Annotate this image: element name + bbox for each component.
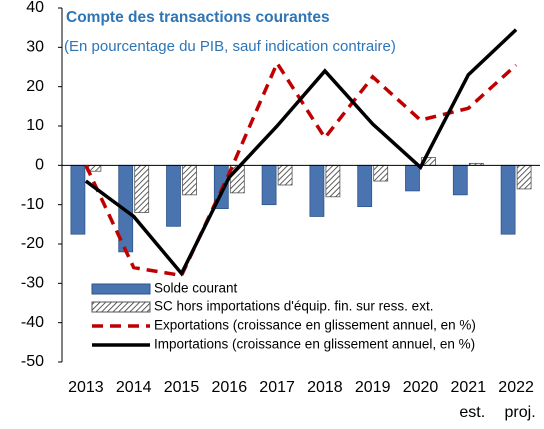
legend-swatch — [91, 301, 151, 313]
bar — [452, 164, 468, 196]
legend-label: Importations (croissance en glissement a… — [154, 337, 475, 352]
dashed-line — [84, 59, 518, 278]
bar — [166, 164, 181, 227]
y-tick-label: -30 — [21, 275, 44, 292]
hatched-bar — [373, 164, 389, 182]
hatched-bar — [134, 164, 150, 213]
y-tick-label: -50 — [21, 353, 44, 370]
bar — [500, 164, 516, 235]
y-tick-label: 10 — [26, 117, 44, 134]
y-tick-label: -10 — [21, 196, 44, 213]
x-tick-label: 2021 — [451, 379, 487, 396]
legend-label: Exportations (croissance en glissement a… — [154, 318, 476, 333]
x-tick-label: 2018 — [307, 379, 343, 396]
bar — [405, 164, 420, 192]
y-tick-label: -20 — [21, 235, 44, 252]
legend-box — [86, 279, 540, 355]
hatched-bar — [277, 164, 293, 186]
legend-label: SC hors importations d'équip. fin. sur r… — [154, 299, 433, 314]
legend-swatch — [91, 283, 151, 295]
chart-subtitle: (En pourcentage du PIB, sauf indication … — [64, 38, 396, 55]
line — [84, 28, 518, 277]
x-tick-label: 2016 — [212, 379, 248, 396]
bar — [261, 164, 277, 206]
x-tick-label: 2020 — [403, 379, 439, 396]
x-tick-label: 2014 — [116, 379, 152, 396]
hatched-bar — [516, 164, 532, 190]
x-tick-note: proj. — [505, 404, 536, 421]
y-tick-label: 30 — [26, 39, 44, 56]
chart-title: Compte des transactions courantes — [66, 9, 330, 26]
hatched-bar — [325, 164, 341, 198]
x-tick-label: 2022 — [498, 379, 534, 396]
x-tick-label: 2013 — [68, 379, 104, 396]
bar — [357, 164, 373, 208]
x-tick-note: est. — [459, 404, 485, 421]
x-tick-label: 2017 — [259, 379, 295, 396]
bar — [70, 164, 86, 235]
y-tick-label: 20 — [26, 78, 44, 95]
y-tick-label: 40 — [26, 0, 44, 16]
hatched-bar — [182, 164, 197, 196]
x-tick-label: 2015 — [164, 379, 200, 396]
y-tick-label: -40 — [21, 314, 44, 331]
bar — [309, 164, 325, 217]
x-tick-label: 2019 — [355, 379, 391, 396]
y-tick-label: 0 — [35, 157, 44, 174]
legend-label: Solde courant — [154, 281, 238, 296]
